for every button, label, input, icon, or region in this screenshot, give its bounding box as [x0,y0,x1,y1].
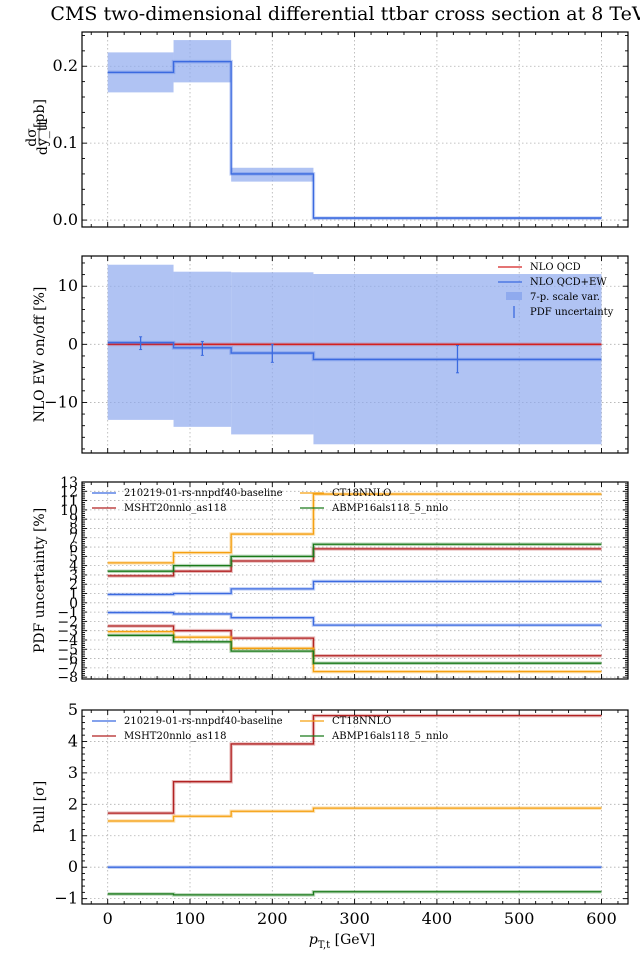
y-tick-label: 0 [69,596,78,612]
y-label-numerator: dσ [24,128,40,147]
legend-label: PDF uncertainty [530,307,614,318]
y-tick-label: 13 [60,475,78,491]
y-tick-label: 10 [60,503,78,519]
y-tick-label: −8 [57,670,78,686]
legend-label: MSHT20nnlo_as118 [124,503,227,514]
x-tick-label: 100 [175,909,206,928]
panel-pull: −1 0 1 2 3 4 5 0 100 200 300 400 500 600 Pull [σ] 21021… [32,700,629,928]
y-tick-label: −5 [57,642,78,658]
y-label-denominator: dy_tt [35,120,51,155]
x-tick-label: 300 [339,909,370,928]
series-line-upper-abmp16als118-5-nnlo [107,543,602,572]
x-tick-label: 200 [257,909,288,928]
legend-label: CT18NNLO [332,716,391,727]
x-axis-label: pT,t [GeV] [309,932,375,951]
legend-label: MSHT20nnlo_as118 [124,731,227,742]
x-tick-label: 400 [422,909,453,928]
y-tick-label: 6 [69,540,78,556]
y-tick-label: 1 [68,826,78,845]
y-tick-label: 0.1 [53,133,78,152]
y-tick-label: −4 [57,633,78,649]
y-axis-label: NLO EW on/off [%] [32,287,48,423]
y-tick-label: 5 [69,549,78,565]
legend-label: NLO QCD [530,262,581,273]
y-tick-label: −3 [57,624,78,640]
x-tick-label: 0 [103,909,113,928]
y-tick-label: 5 [68,700,78,719]
y-tick-label: −2 [57,614,78,630]
y-tick-label: −10 [44,392,78,411]
plot-area [107,492,602,674]
y-label-unit: [pb] [32,99,48,128]
uncertainty-band-bin [231,167,314,182]
y-axis-label: PDF uncertainty [%] [32,508,48,653]
y-tick-label: 4 [68,731,78,750]
y-tick-label: 12 [60,484,78,500]
y-tick-label: 9 [69,512,78,528]
legend-label: NLO QCD+EW [530,277,607,288]
y-tick-label: 3 [68,763,78,782]
panel-nlo-ew: −10 0 10 NLO EW on/off [%] NLO QCD NLO QCD+EW… [32,255,629,454]
series-line-lower-ct18nnlo [107,630,602,673]
y-tick-label: 2 [69,577,78,593]
x-tick-label: 600 [586,909,617,928]
y-axis-label: Pull [σ] [32,781,48,833]
y-tick-label: 0.2 [53,56,78,75]
y-tick-label: 2 [68,794,78,813]
plot-area [107,40,602,220]
y-tick-label: 0.0 [53,210,78,229]
figure-title: CMS two-dimensional differential ttbar c… [50,3,640,25]
y-tick-label: 8 [69,521,78,537]
y-tick-label: 0 [68,334,78,353]
legend-label: CT18NNLO [332,488,391,499]
y-tick-label: 10 [58,276,78,295]
series-line-lower-abmp16als118-5-nnlo [107,634,602,664]
series-line-ct18nnlo [107,807,602,822]
series-line-nlo-qcd-ew [107,341,602,361]
y-tick-label: −1 [54,889,78,908]
y-tick-label: 4 [69,559,78,575]
series-line-upper-ct18nnlo [107,493,602,564]
y-tick-label: 11 [60,494,78,510]
series-line-lower-210219-01-rs-nnpdf40-baseline [107,611,602,626]
legend-label: ABMP16als118_5_nnlo [331,503,448,514]
plot-area [107,264,602,445]
y-tick-label: −1 [57,605,78,621]
y-tick-label: 7 [69,531,78,547]
legend-label: 210219-01-rs-nnpdf40-baseline [124,488,283,499]
legend-swatch-patch [506,292,522,300]
series-line-upper-210219-01-rs-nnpdf40-baseline [107,580,602,596]
y-tick-label: 0 [68,857,78,876]
series-line-abmp16als118-5-nnlo [107,891,602,896]
x-tick-label: 500 [504,909,535,928]
y-tick-label: −7 [57,661,78,677]
legend-label: 7-p. scale var. [530,292,600,303]
y-tick-label: 1 [69,587,78,603]
y-tick-label: 3 [69,568,78,584]
legend-label: ABMP16als118_5_nnlo [331,731,448,742]
legend-label: 210219-01-rs-nnpdf40-baseline [124,716,283,727]
series-line-central [107,60,602,219]
y-tick-label: −6 [57,652,78,668]
